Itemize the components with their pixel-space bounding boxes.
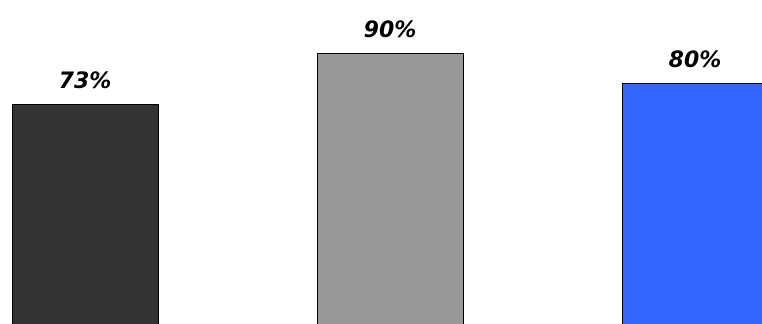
value-label: 80% bbox=[669, 48, 722, 73]
bar bbox=[317, 53, 464, 324]
bar bbox=[622, 83, 762, 324]
value-label: 90% bbox=[364, 18, 417, 43]
bar bbox=[12, 104, 159, 324]
value-label: 73% bbox=[59, 69, 112, 94]
